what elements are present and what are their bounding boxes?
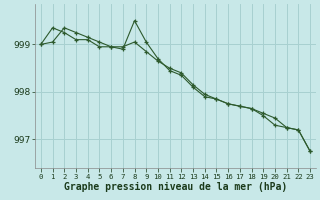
X-axis label: Graphe pression niveau de la mer (hPa): Graphe pression niveau de la mer (hPa) bbox=[64, 182, 287, 192]
